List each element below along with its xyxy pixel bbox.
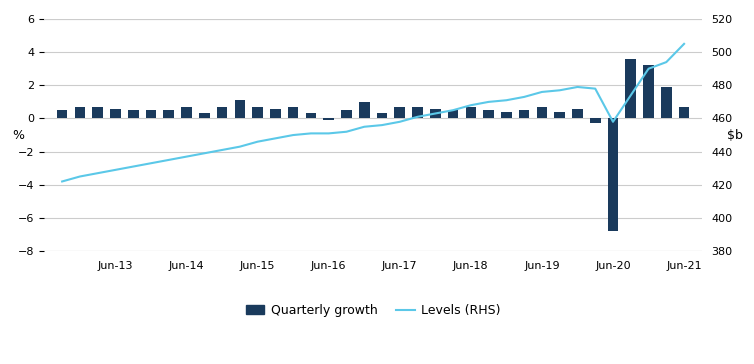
- Bar: [554, 112, 565, 118]
- Bar: [57, 110, 67, 118]
- Legend: Quarterly growth, Levels (RHS): Quarterly growth, Levels (RHS): [241, 299, 506, 322]
- Bar: [110, 108, 121, 118]
- Bar: [341, 110, 352, 118]
- Bar: [128, 110, 139, 118]
- Bar: [501, 112, 512, 118]
- Bar: [465, 107, 477, 118]
- Bar: [216, 107, 228, 118]
- Bar: [199, 114, 210, 118]
- Bar: [661, 87, 672, 118]
- Bar: [146, 110, 156, 118]
- Bar: [181, 107, 192, 118]
- Bar: [608, 118, 618, 231]
- Bar: [92, 107, 103, 118]
- Bar: [234, 100, 245, 118]
- Bar: [572, 108, 583, 118]
- Bar: [643, 66, 654, 118]
- Bar: [448, 110, 458, 118]
- Bar: [288, 107, 299, 118]
- Bar: [412, 107, 423, 118]
- Bar: [323, 118, 334, 120]
- Bar: [483, 110, 494, 118]
- Bar: [270, 108, 280, 118]
- Bar: [305, 114, 316, 118]
- Bar: [253, 107, 263, 118]
- Bar: [590, 118, 600, 123]
- Y-axis label: %: %: [12, 128, 24, 142]
- Bar: [679, 107, 689, 118]
- Bar: [430, 108, 440, 118]
- Bar: [537, 107, 547, 118]
- Bar: [519, 110, 529, 118]
- Bar: [359, 102, 369, 118]
- Bar: [377, 114, 388, 118]
- Y-axis label: $b: $b: [727, 128, 743, 142]
- Bar: [75, 107, 85, 118]
- Bar: [164, 110, 174, 118]
- Bar: [625, 59, 636, 118]
- Bar: [394, 107, 405, 118]
